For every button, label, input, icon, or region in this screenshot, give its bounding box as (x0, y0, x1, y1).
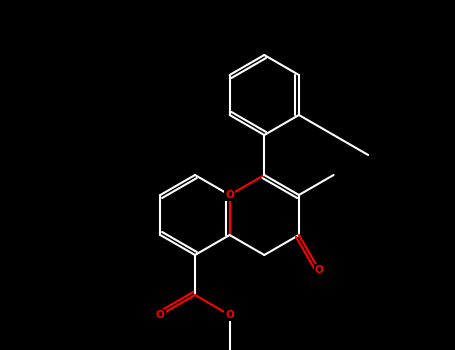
Text: O: O (225, 190, 234, 200)
Text: O: O (225, 310, 234, 320)
Text: O: O (156, 310, 165, 320)
Text: O: O (314, 265, 324, 275)
